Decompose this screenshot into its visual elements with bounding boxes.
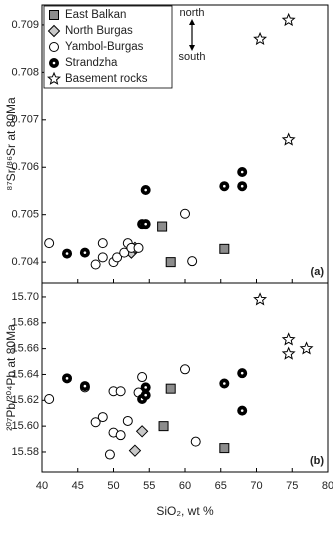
y-tick-label: 0.708 — [11, 66, 39, 78]
marker-circle — [180, 208, 190, 219]
y-axis-label: ⁸⁷Sr/⁸⁶Sr at 80Ma — [4, 97, 18, 191]
legend-label: Basement rocks — [65, 73, 148, 85]
marker-dot — [240, 371, 244, 375]
marker-circle — [187, 256, 198, 267]
marker-circle — [90, 417, 101, 428]
x-tick-label: 80 — [322, 480, 333, 492]
marker-square — [219, 443, 230, 454]
marker-star — [281, 12, 296, 27]
y-tick-label: 0.707 — [11, 114, 39, 126]
x-tick-label: 75 — [286, 480, 298, 492]
x-tick-label: 70 — [250, 480, 262, 492]
marker-circle — [119, 247, 130, 258]
marker-dot — [144, 188, 147, 192]
marker-circle — [190, 436, 201, 447]
marker-circle — [115, 386, 126, 397]
marker-dot — [144, 222, 147, 226]
marker-circle — [44, 238, 55, 249]
panel-label: (a) — [311, 266, 325, 278]
marker-square — [219, 243, 230, 254]
marker-star — [253, 31, 268, 46]
marker-circle — [104, 449, 115, 460]
plot-frame — [41, 282, 329, 473]
x-tick-label: 60 — [179, 480, 191, 492]
marker-circle — [115, 430, 126, 441]
marker-circle — [180, 364, 190, 375]
marker-circle — [97, 238, 108, 249]
marker-star — [281, 132, 296, 146]
y-tick-label: 0.705 — [11, 209, 39, 221]
x-tick-label: 40 — [36, 480, 48, 492]
marker-dot — [144, 386, 147, 389]
marker-star — [281, 332, 296, 346]
y-tick-label: 0.706 — [11, 161, 39, 173]
marker-star — [47, 71, 61, 85]
marker-star — [281, 346, 296, 360]
arrow-label-bottom: south — [179, 51, 206, 63]
panel-label: (b) — [310, 455, 324, 467]
marker-circle — [97, 252, 108, 263]
marker-diamond — [47, 24, 61, 38]
marker-square — [157, 221, 168, 232]
marker-square — [158, 421, 169, 432]
marker-circle — [44, 394, 55, 405]
arrow-label-top: north — [179, 7, 204, 19]
marker-dot — [83, 251, 87, 254]
y-tick-label: 15.64 — [11, 368, 39, 380]
marker-circle — [49, 42, 59, 52]
marker-dot — [240, 409, 244, 412]
y-tick-label: 15.66 — [11, 343, 39, 355]
x-axis-label: SiO₂, wt % — [156, 504, 214, 518]
x-tick-label: 45 — [72, 480, 84, 492]
marker-dot — [65, 252, 69, 255]
marker-square — [49, 10, 59, 20]
marker-circle — [97, 412, 108, 423]
marker-dot — [52, 61, 56, 65]
legend-label: Strandzha — [65, 57, 118, 69]
y-tick-label: 15.70 — [11, 291, 39, 303]
marker-circle — [137, 372, 148, 383]
y-tick-label: 0.704 — [11, 256, 39, 268]
marker-star — [253, 292, 268, 306]
x-tick-label: 50 — [107, 480, 119, 492]
y-tick-label: 15.60 — [11, 420, 39, 432]
legend-label: East Balkan — [65, 9, 126, 21]
marker-dot — [223, 382, 226, 385]
marker-diamond — [128, 444, 142, 457]
marker-circle — [122, 415, 133, 426]
marker-circle — [133, 242, 144, 253]
x-tick-label: 55 — [143, 480, 155, 492]
marker-dot — [144, 393, 147, 397]
marker-dot — [240, 170, 244, 174]
marker-square — [165, 257, 176, 268]
marker-dot — [223, 184, 226, 188]
marker-square — [165, 383, 176, 394]
y-tick-label: 15.58 — [11, 446, 39, 458]
x-tick-label: 65 — [215, 480, 227, 492]
arrow-head-down — [189, 45, 195, 51]
y-tick-label: 0.709 — [11, 19, 39, 31]
legend-label: Yambol-Burgas — [65, 41, 144, 53]
marker-circle — [90, 259, 101, 270]
arrow-head-up — [189, 19, 195, 25]
y-axis-label: ²⁰⁷Pb/²⁰⁴Pb at 80Ma — [4, 324, 18, 431]
legend-box — [43, 5, 173, 89]
marker-star — [299, 341, 314, 355]
y-tick-label: 15.68 — [11, 317, 39, 329]
marker-circle — [112, 252, 123, 263]
legend-label: North Burgas — [65, 25, 133, 37]
marker-dot — [65, 377, 69, 380]
marker-diamond — [135, 425, 149, 438]
marker-dot — [83, 384, 87, 388]
y-tick-label: 15.62 — [11, 394, 39, 406]
marker-dot — [240, 184, 244, 188]
